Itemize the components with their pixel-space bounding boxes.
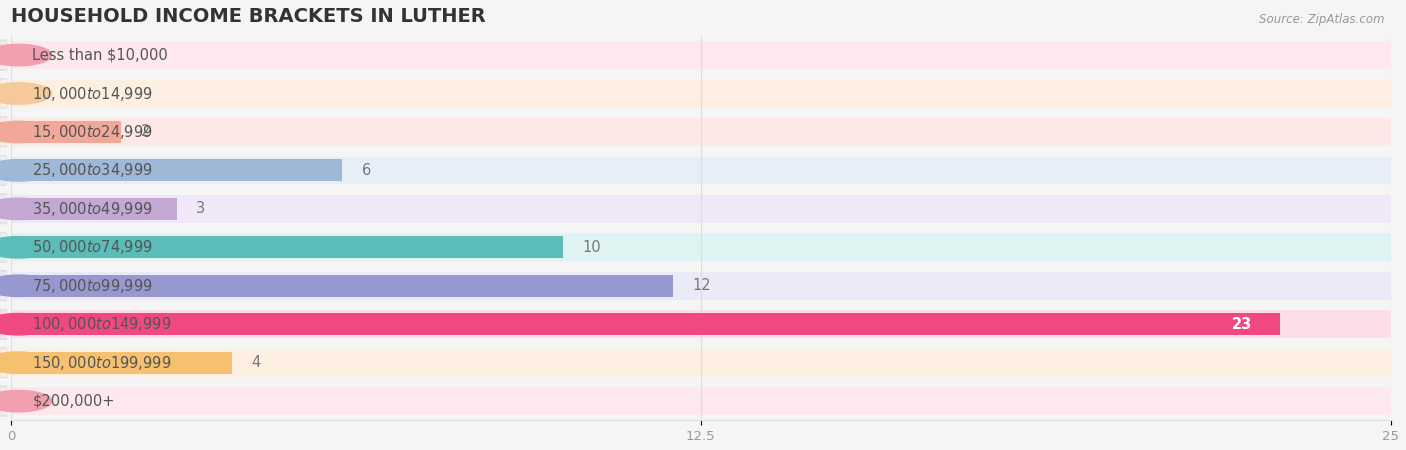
- Bar: [11, 198, 177, 220]
- Text: $200,000+: $200,000+: [32, 394, 115, 409]
- Bar: [11, 351, 232, 374]
- Text: $25,000 to $34,999: $25,000 to $34,999: [32, 162, 153, 180]
- Text: 4: 4: [252, 355, 260, 370]
- Text: $75,000 to $99,999: $75,000 to $99,999: [32, 277, 153, 295]
- Bar: [11, 349, 1391, 377]
- Bar: [11, 41, 1391, 69]
- Text: $15,000 to $24,999: $15,000 to $24,999: [32, 123, 153, 141]
- Bar: [11, 195, 1391, 223]
- Bar: [11, 387, 1391, 415]
- Text: $50,000 to $74,999: $50,000 to $74,999: [32, 238, 153, 256]
- Bar: [11, 159, 342, 181]
- Text: $35,000 to $49,999: $35,000 to $49,999: [32, 200, 153, 218]
- Text: Less than $10,000: Less than $10,000: [32, 48, 169, 63]
- Text: 6: 6: [361, 163, 371, 178]
- Text: $100,000 to $149,999: $100,000 to $149,999: [32, 315, 172, 333]
- Text: 23: 23: [1233, 317, 1253, 332]
- Bar: [11, 313, 1281, 335]
- Text: HOUSEHOLD INCOME BRACKETS IN LUTHER: HOUSEHOLD INCOME BRACKETS IN LUTHER: [11, 7, 486, 26]
- Bar: [11, 272, 1391, 300]
- Text: $10,000 to $14,999: $10,000 to $14,999: [32, 85, 153, 103]
- Bar: [11, 80, 1391, 108]
- Bar: [11, 121, 121, 143]
- Text: 12: 12: [693, 278, 711, 293]
- Text: $150,000 to $199,999: $150,000 to $199,999: [32, 354, 172, 372]
- Bar: [11, 274, 673, 297]
- Text: 0: 0: [31, 394, 39, 409]
- Text: 2: 2: [141, 125, 150, 140]
- Text: 0: 0: [31, 86, 39, 101]
- Text: Source: ZipAtlas.com: Source: ZipAtlas.com: [1260, 14, 1385, 27]
- Bar: [11, 236, 562, 258]
- Text: 10: 10: [582, 240, 600, 255]
- Bar: [11, 310, 1391, 338]
- Text: 3: 3: [195, 201, 205, 216]
- Bar: [11, 118, 1391, 146]
- Bar: [11, 234, 1391, 261]
- Bar: [11, 157, 1391, 184]
- Text: 0: 0: [31, 48, 39, 63]
